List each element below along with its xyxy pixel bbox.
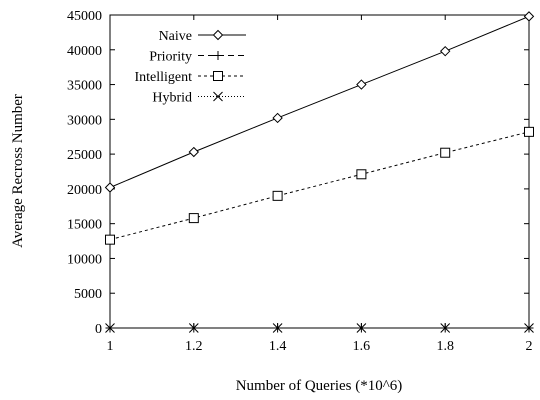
y-axis-label: Average Recross Number: [10, 94, 26, 248]
legend-label-hybrid: Hybrid: [152, 91, 192, 106]
series-naive: [104, 11, 535, 193]
x-tick-label-1: 1.2: [185, 339, 203, 354]
point-naive-4: [439, 45, 451, 57]
point-intelligent-1: [188, 213, 199, 224]
x-tick-label-4: 1.8: [436, 339, 454, 354]
series-line-intelligent: [109, 131, 530, 241]
legend: Naive Priority Intelligent Hybrid: [134, 29, 246, 106]
point-hybrid-3: [356, 323, 367, 333]
y-tick-label-5: 25000: [67, 148, 102, 163]
tick-labels: 0 5000 10000 15000 20000 25000 30000 35000 40000…: [67, 9, 533, 354]
y-tick-label-7: 35000: [67, 79, 102, 94]
point-naive-0: [104, 182, 116, 193]
point-naive-5: [523, 11, 535, 22]
y-tick-label-0: 0: [95, 322, 102, 337]
axis-ticks: [109, 14, 530, 329]
legend-marker-hybrid: [213, 91, 223, 102]
y-tick-label-3: 15000: [67, 218, 102, 233]
point-intelligent-0: [105, 234, 115, 245]
legend-label-priority: Priority: [149, 50, 192, 65]
y-tick-label-8: 40000: [67, 44, 102, 59]
x-tick-label-5: 2: [526, 339, 533, 354]
point-intelligent-3: [356, 169, 367, 180]
point-intelligent-4: [440, 147, 451, 158]
legend-marker-naive: [212, 29, 224, 41]
point-hybrid-0: [105, 323, 115, 333]
y-tick-label-9: 45000: [67, 9, 102, 24]
legend-label-intelligent: Intelligent: [134, 70, 192, 85]
x-tick-label-0: 1: [107, 339, 114, 354]
series-group: [104, 11, 535, 333]
legend-marker-priority: [213, 51, 223, 60]
point-naive-1: [188, 146, 200, 158]
y-tick-label-2: 10000: [67, 252, 102, 267]
x-axis-label: Number of Queries (*10^6): [236, 378, 403, 394]
point-hybrid-4: [440, 323, 451, 333]
plot-frame: [109, 14, 530, 329]
y-tick-label-4: 20000: [67, 183, 102, 198]
series-hybrid: [105, 323, 534, 333]
series-line-naive: [109, 15, 530, 188]
legend-marker-intelligent: [213, 71, 223, 81]
series-intelligent: [105, 126, 534, 245]
x-tick-label-3: 1.6: [353, 339, 371, 354]
point-naive-2: [272, 112, 283, 124]
point-hybrid-2: [272, 323, 283, 333]
y-tick-label-1: 5000: [74, 287, 102, 302]
y-tick-label-6: 30000: [67, 113, 102, 128]
point-naive-3: [356, 79, 367, 90]
x-tick-label-2: 1.4: [269, 339, 287, 354]
point-hybrid-1: [188, 323, 199, 333]
point-intelligent-2: [272, 190, 283, 201]
point-intelligent-5: [524, 126, 534, 137]
point-hybrid-5: [524, 323, 534, 333]
legend-label-naive: Naive: [159, 29, 192, 44]
